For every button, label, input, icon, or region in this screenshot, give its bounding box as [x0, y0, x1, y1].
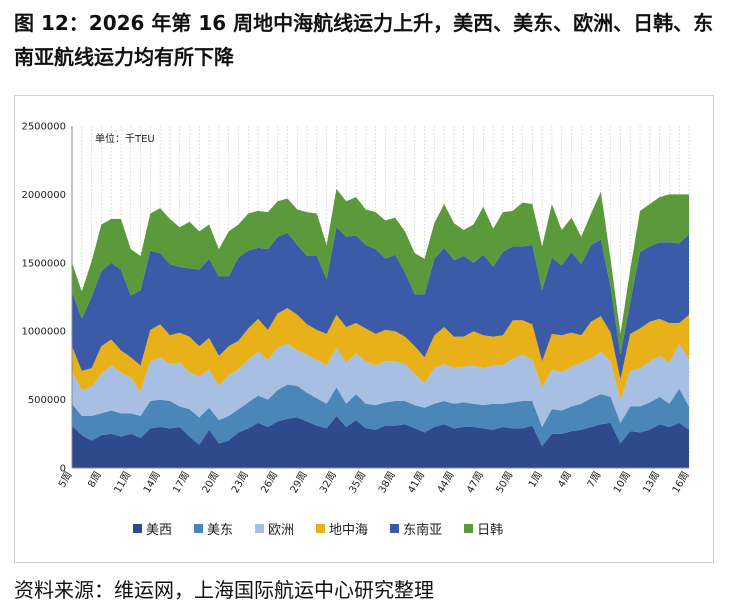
area-series-5: [72, 227, 689, 380]
area-series-1: [72, 416, 689, 468]
legend-label: 东南亚: [403, 523, 443, 538]
x-tick-label: 26周: [259, 470, 281, 496]
x-tick-label: 1周: [526, 470, 545, 490]
x-tick-label: 10周: [611, 470, 633, 496]
legend-item: 美西: [133, 519, 172, 538]
legend-label: 地中海: [329, 523, 369, 538]
unit-label: 单位：千TEU: [95, 134, 155, 145]
x-tick-label: 32周: [317, 470, 339, 496]
x-tick-label: 20周: [200, 470, 222, 496]
page-title: 图 12：2026 年第 16 周地中海航线运力上升，美西、美东、欧洲、日韩、东…: [14, 11, 714, 69]
source-note: 资料来源：维运网，上海国际航运中心研究整理: [14, 578, 434, 602]
legend-swatch: [390, 524, 400, 533]
y-tick-label: 1500000: [21, 258, 66, 269]
legend-swatch: [255, 524, 265, 533]
y-tick-label: 2000000: [21, 190, 66, 201]
x-tick-label: 50周: [494, 470, 516, 496]
legend-swatch: [133, 524, 142, 533]
x-tick-label: 7周: [585, 470, 604, 490]
chart-frame: 0 500000 1000000 1500000 2000000 2500000 5周 8周 1…: [14, 95, 714, 563]
legend-label: 美西: [146, 523, 173, 538]
chart-legend: 美西 美东 欧洲 地中海 东南亚 日韩: [133, 519, 503, 538]
x-tick-label: 44周: [435, 470, 457, 496]
legend-item: 欧洲: [255, 519, 294, 538]
x-tick-label: 8周: [85, 470, 104, 490]
x-tick-label: 14周: [141, 470, 163, 496]
legend-label: 欧洲: [268, 523, 295, 538]
legend-swatch: [316, 524, 326, 533]
x-tick-label: 41周: [405, 470, 427, 496]
legend-item: 日韩: [464, 519, 503, 538]
legend-item: 地中海: [316, 519, 368, 538]
x-tick-label: 38周: [376, 470, 398, 496]
area-series-3: [72, 343, 689, 427]
x-tick-label: 17周: [170, 470, 192, 496]
y-tick-label: 0: [60, 464, 66, 475]
legend-swatch: [464, 524, 474, 533]
legend-label: 美东: [207, 523, 234, 538]
x-tick-label: 13周: [640, 470, 662, 496]
area-series-6: [72, 188, 689, 355]
y-tick-label: 1000000: [21, 327, 66, 338]
y-tick-label: 2500000: [21, 122, 66, 133]
y-tick-label: 500000: [28, 395, 66, 406]
x-tick-label: 16周: [670, 470, 692, 496]
x-tick-label: 35周: [347, 470, 369, 496]
x-tick-label: 47周: [464, 470, 486, 496]
x-tick-label: 29周: [288, 470, 310, 496]
legend-label: 日韩: [477, 523, 504, 538]
area-series-2: [72, 384, 689, 447]
x-tick-label: 23周: [229, 470, 251, 496]
legend-item: 美东: [194, 519, 233, 538]
legend-item: 东南亚: [390, 519, 442, 538]
legend-swatch: [194, 524, 204, 533]
x-tick-label: 11周: [112, 470, 134, 496]
area-series-4: [72, 307, 689, 400]
x-tick-label: 4周: [555, 470, 574, 490]
